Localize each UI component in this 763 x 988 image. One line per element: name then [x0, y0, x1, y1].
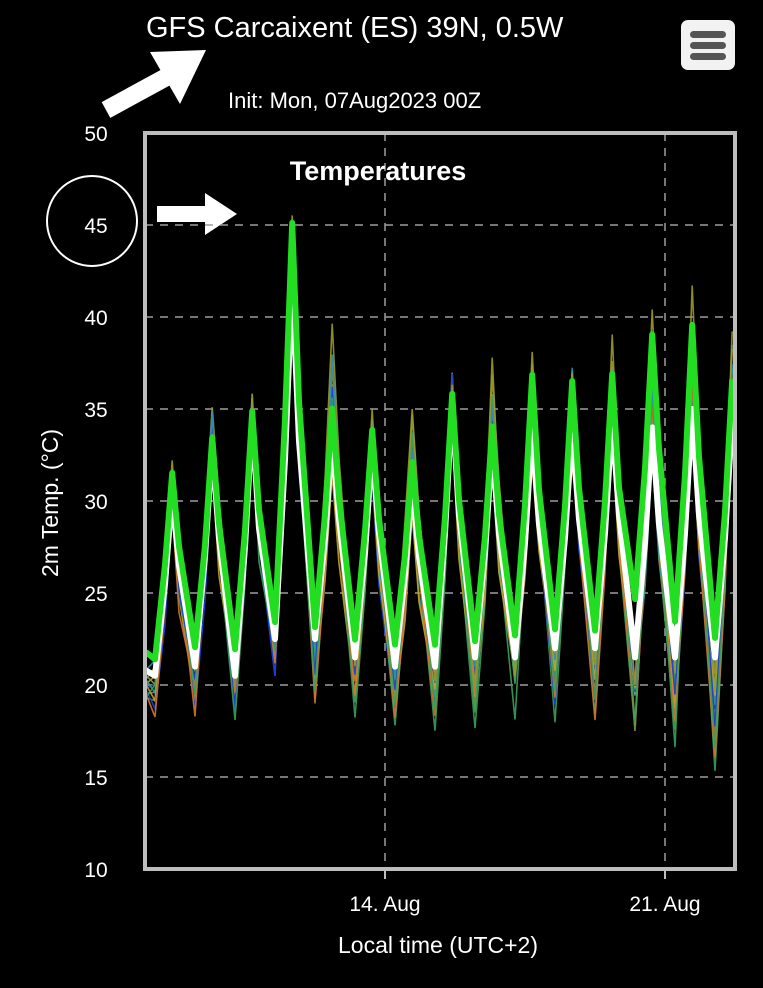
- y-tick-label: 30: [84, 491, 107, 514]
- y-tick-label: 20: [84, 675, 107, 698]
- page-title: GFS Carcaixent (ES) 39N, 0.5W: [146, 12, 564, 44]
- hamburger-menu-icon[interactable]: [681, 20, 735, 70]
- y-tick-label: 50: [84, 123, 107, 146]
- y-tick-label: 45: [84, 215, 107, 238]
- chart-title: Temperatures: [290, 156, 467, 186]
- title-arrow-icon: [101, 50, 206, 118]
- init-time-subtitle: Init: Mon, 07Aug2023 00Z: [228, 88, 482, 113]
- x-axis-label: Local time (UTC+2): [338, 932, 538, 958]
- highlight-circle: [46, 175, 138, 267]
- y-axis-ticks: 10 15 20 25 30 35 40 45 50: [84, 123, 107, 882]
- control-run-series: [143, 219, 736, 663]
- y-tick-label: 25: [84, 583, 107, 606]
- y-tick-label: 40: [84, 307, 107, 330]
- y-tick-label: 15: [84, 767, 107, 790]
- x-axis-ticks: 14. Aug 21. Aug: [349, 869, 701, 916]
- x-tick-label: 14. Aug: [349, 893, 420, 916]
- y-tick-label: 35: [84, 399, 107, 422]
- temperature-arrow-icon: [157, 193, 237, 235]
- control-run-line: [143, 219, 736, 663]
- y-axis-label: 2m Temp. (°C): [37, 429, 63, 577]
- plot-frame: [143, 131, 737, 871]
- y-tick-label: 10: [84, 859, 107, 882]
- x-tick-label: 21. Aug: [629, 893, 700, 916]
